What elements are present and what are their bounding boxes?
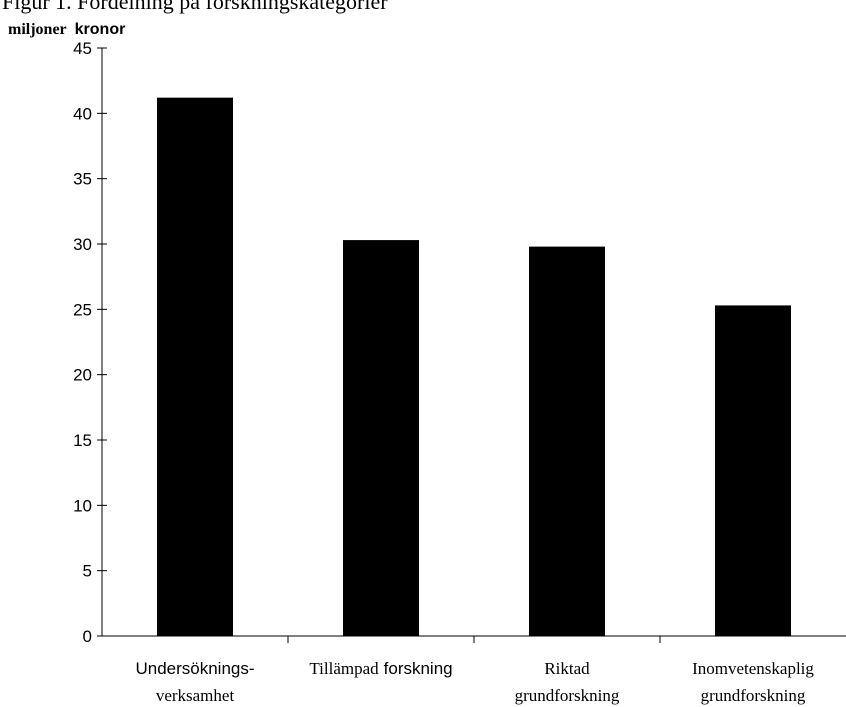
- y-tick-label: 20: [73, 366, 92, 385]
- y-tick-label: 5: [83, 562, 92, 581]
- x-tick-label: grundforskning: [701, 686, 806, 705]
- figure-caption-clip: Figur 1. Fördelning på forskningskategor…: [0, 0, 846, 18]
- x-tick-label: verksamhet: [156, 686, 235, 705]
- y-ticks: 0 5 10 15 20 25 30 35 40 45: [73, 39, 107, 646]
- y-tick-label: 10: [73, 496, 92, 515]
- bar: [529, 246, 605, 636]
- bar: [715, 305, 791, 636]
- y-axis-label: miljoner kronor: [8, 21, 125, 38]
- y-tick-label: 15: [73, 431, 92, 450]
- bar: [157, 97, 233, 637]
- x-tick-label: grundforskning: [515, 686, 620, 705]
- x-tick-label: Inomvetenskaplig: [692, 659, 814, 678]
- x-tick-label: Tillämpad forskning: [309, 659, 452, 678]
- bar: [343, 240, 419, 636]
- y-tick-label: 40: [73, 104, 92, 123]
- y-axis-label-part-1: miljoner: [8, 21, 67, 38]
- y-tick-label: 25: [73, 300, 92, 319]
- figure-caption: Figur 1. Fördelning på forskningskategor…: [2, 0, 388, 14]
- y-tick-label: 0: [83, 627, 92, 646]
- y-tick-label: 30: [73, 235, 92, 254]
- y-axis-label-part-2: kronor: [75, 21, 126, 38]
- x-tick-labels: Undersöknings-verksamhet Tillämpad forskni…: [135, 659, 814, 705]
- bars: [157, 97, 791, 637]
- x-tick-label-part: Tillämpad: [309, 659, 379, 678]
- x-tick-label: Riktad: [544, 659, 590, 678]
- y-tick-label: 45: [73, 39, 92, 58]
- x-tick-label-part: forskning: [384, 659, 453, 678]
- x-tick-label: Undersöknings-: [135, 659, 254, 678]
- y-tick-label: 35: [73, 170, 92, 189]
